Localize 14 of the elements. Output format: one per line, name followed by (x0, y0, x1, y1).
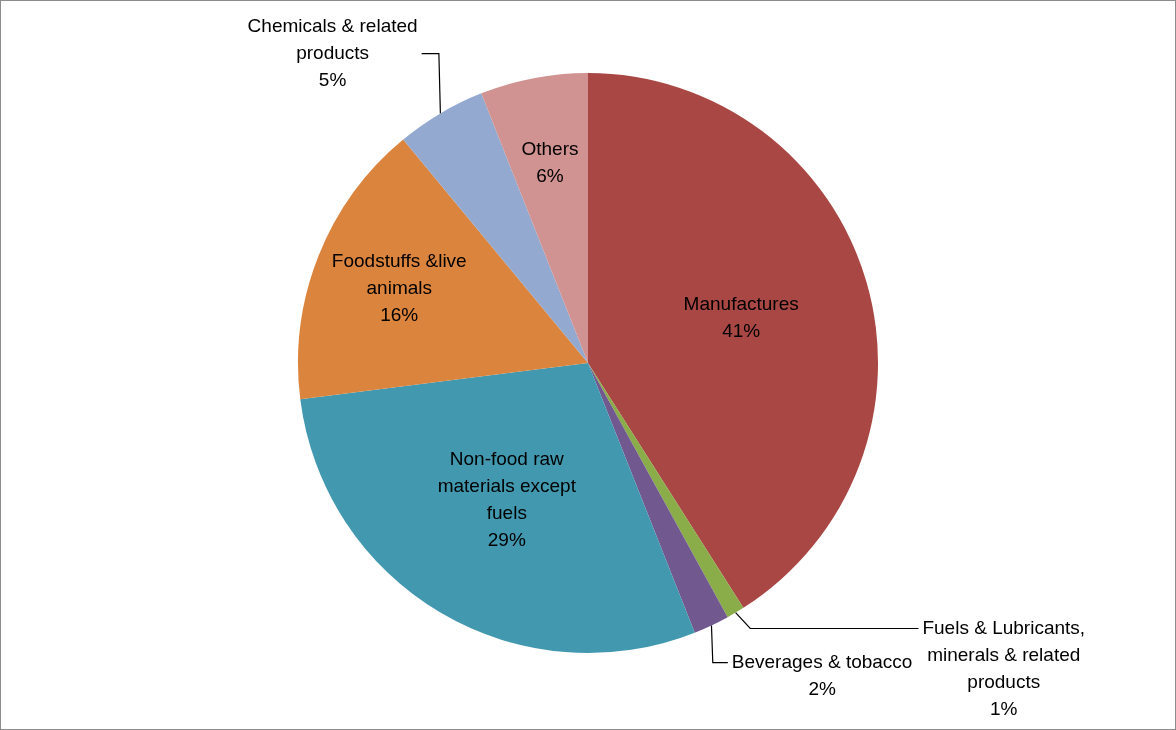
data-label: 6% (536, 165, 564, 187)
data-label: 1% (990, 697, 1018, 719)
data-label: 16% (380, 303, 419, 325)
slice-label: Beverages & tobacco (731, 650, 913, 672)
slice-label: Others (521, 138, 579, 160)
slice-label: Foodstuffs &live animals (331, 249, 467, 298)
slice-label: Non-food raw materials except fuels (437, 448, 577, 524)
slice-label: Chemicals & related products (247, 14, 418, 63)
slice-label: Manufactures (683, 293, 799, 315)
slice-label: Fuels & Lubricants, minerals & related products (922, 616, 1086, 692)
data-label: 2% (808, 677, 836, 699)
data-label: 29% (487, 529, 526, 551)
data-label: 5% (318, 68, 347, 90)
data-label: 41% (722, 320, 761, 342)
